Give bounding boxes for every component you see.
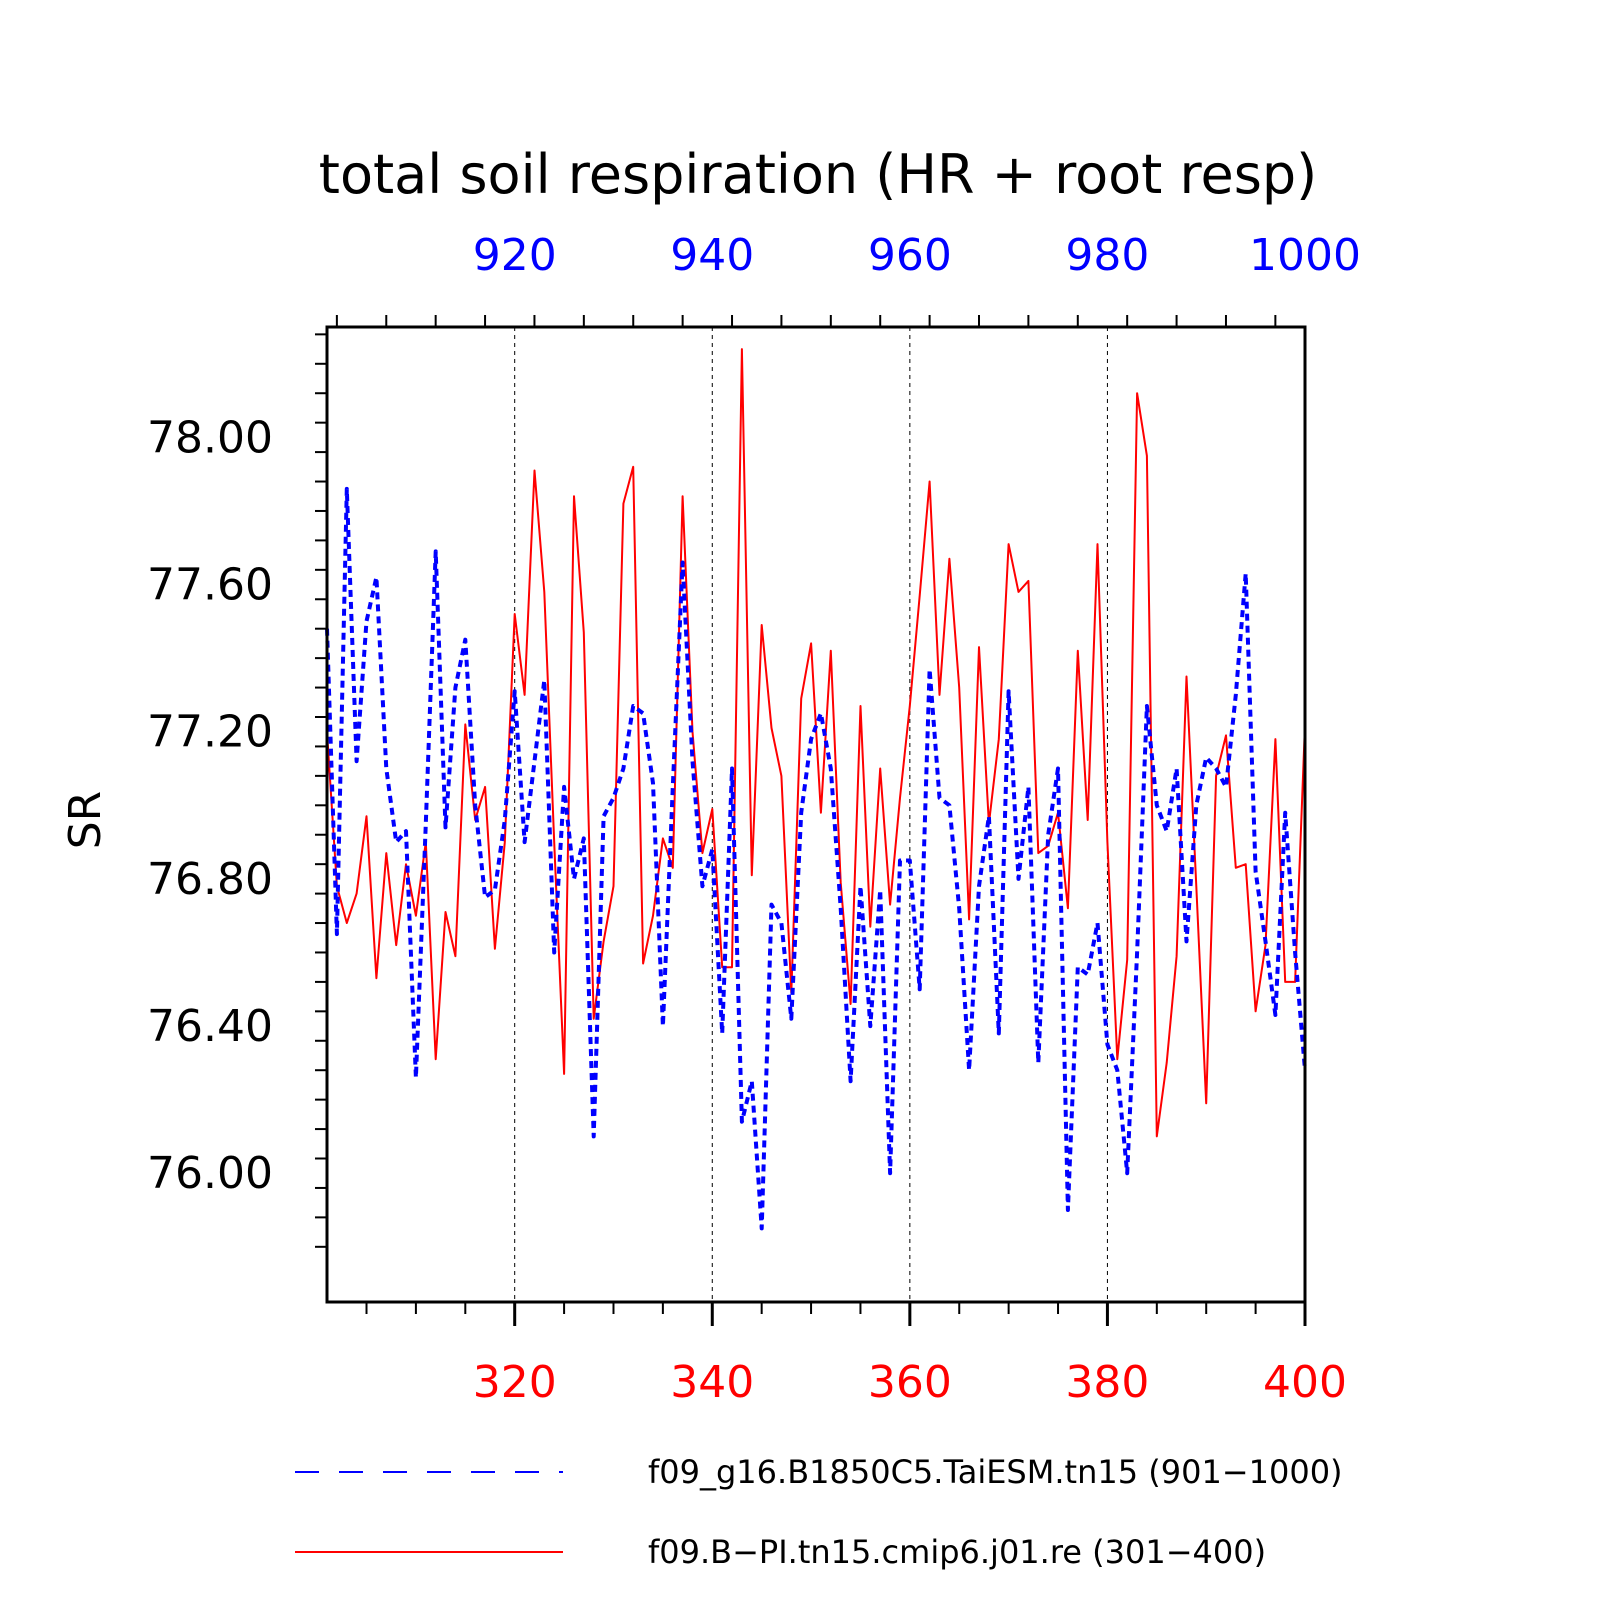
legend-label: f09.B−PI.tn15.cmip6.j01.re (301−400) xyxy=(648,1533,1266,1571)
legend: f09_g16.B1850C5.TaiESM.tn15 (901−1000) f0… xyxy=(295,1453,1343,1571)
legend-label: f09_g16.B1850C5.TaiESM.tn15 (901−1000) xyxy=(648,1453,1343,1491)
y-tick-label: 76.40 xyxy=(147,1001,273,1052)
bottom-x-tick-label: 360 xyxy=(868,1357,952,1408)
top-x-tick-label: 960 xyxy=(868,230,952,281)
series-line-red xyxy=(326,348,1306,1138)
series-line-blue xyxy=(325,486,1307,1231)
plot-frame xyxy=(325,325,1307,1304)
y-tick-label: 77.20 xyxy=(147,707,273,758)
y-axis-label: SR xyxy=(60,791,111,850)
top-x-tick-label: 940 xyxy=(670,230,754,281)
bottom-x-tick-label: 400 xyxy=(1263,1357,1347,1408)
top-x-tick-label: 980 xyxy=(1065,230,1149,281)
series-layer xyxy=(325,348,1307,1231)
y-tick-label: 76.00 xyxy=(147,1148,273,1199)
top-x-tick-label: 1000 xyxy=(1249,230,1361,281)
bottom-x-tick-label: 380 xyxy=(1065,1357,1149,1408)
y-tick-label: 78.00 xyxy=(147,412,273,463)
chart-title: total soil respiration (HR + root resp) xyxy=(319,143,1317,206)
y-tick-label: 77.60 xyxy=(147,560,273,611)
grid-lines xyxy=(514,327,1108,1302)
bottom-x-tick-label: 340 xyxy=(670,1357,754,1408)
top-x-tick-label: 920 xyxy=(473,230,557,281)
bottom-x-tick-label: 320 xyxy=(473,1357,557,1408)
y-tick-label: 76.80 xyxy=(147,854,273,905)
axis-ticks: 920 940 960 980 1000 320 340 360 380 400 76.00 76.4… xyxy=(147,230,1361,1408)
